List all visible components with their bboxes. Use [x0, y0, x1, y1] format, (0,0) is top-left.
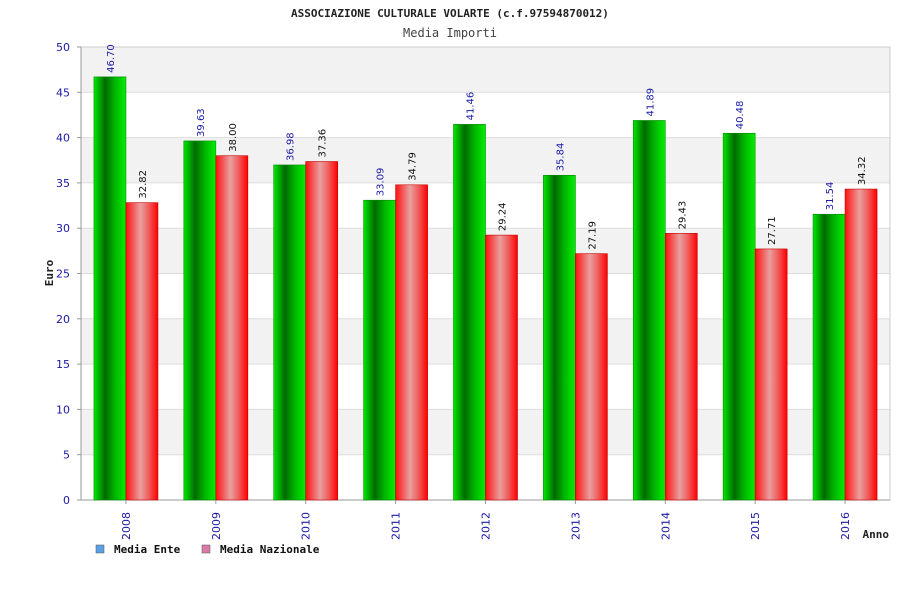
y-axis-title: Euro [43, 259, 56, 286]
value-label-media-ente: 36.98 [286, 132, 297, 161]
y-tick-label: 0 [63, 494, 70, 507]
value-label-media-nazionale: 37.36 [318, 129, 329, 158]
value-label-media-ente: 40.48 [735, 101, 746, 130]
x-tick-label: 2009 [210, 512, 223, 540]
chart-subtitle: Media Importi [403, 26, 497, 40]
value-label-media-nazionale: 32.82 [138, 170, 149, 199]
value-label-media-nazionale: 34.79 [408, 152, 419, 181]
bar-media-nazionale [844, 188, 878, 501]
bar-media-nazionale [575, 253, 608, 501]
y-tick-label: 50 [56, 41, 70, 54]
y-tick-label: 15 [56, 358, 70, 371]
x-tick-label: 2008 [120, 512, 133, 540]
y-tick-label: 25 [56, 268, 70, 281]
x-tick-label: 2011 [390, 512, 403, 540]
bar-media-nazionale [215, 155, 249, 501]
bar-media-ente [453, 124, 486, 501]
bar-media-ente [632, 120, 666, 501]
bar-media-ente [543, 174, 576, 501]
value-label-media-nazionale: 29.24 [498, 202, 509, 231]
y-tick-label: 35 [56, 177, 70, 190]
bar-media-ente [363, 199, 396, 501]
y-tick-label: 45 [56, 86, 70, 99]
x-tick-label: 2013 [569, 512, 582, 540]
value-label-media-ente: 41.46 [466, 92, 477, 121]
value-label-media-nazionale: 29.43 [677, 201, 688, 230]
legend: Media Ente Media Nazionale [95, 543, 320, 556]
legend-label-media-ente: Media Ente [114, 543, 181, 556]
y-tick-label: 5 [63, 449, 70, 462]
bar-media-nazionale [754, 248, 788, 501]
y-tick-label: 30 [56, 222, 70, 235]
value-label-media-ente: 35.84 [555, 143, 566, 172]
legend-swatch-media-nazionale [201, 544, 211, 554]
value-labels: 46.70 32.82 39.63 38.00 36.98 37.36 33.09 34.79… [106, 44, 868, 249]
bar-media-nazionale [664, 233, 698, 501]
value-label-media-nazionale: 38.00 [228, 123, 239, 152]
y-tick-label: 20 [56, 313, 70, 326]
bar-media-ente [722, 132, 756, 501]
bar-media-ente [812, 213, 846, 501]
chart-title: ASSOCIAZIONE CULTURALE VOLARTE (c.f.9759… [291, 7, 609, 20]
grid-band [81, 47, 890, 93]
bar-media-ente [93, 76, 127, 501]
bar-media-nazionale [485, 234, 518, 501]
x-tick-label: 2010 [300, 512, 313, 540]
value-label-media-ente: 46.70 [106, 44, 117, 73]
bar-media-ente [183, 140, 217, 501]
y-tick-label: 10 [56, 403, 70, 416]
legend-swatch-media-ente [95, 544, 105, 554]
x-tick-label: 2016 [839, 512, 852, 540]
bar-media-ente [273, 164, 307, 501]
x-axis-title: Anno [863, 528, 890, 541]
value-label-media-ente: 39.63 [196, 108, 207, 137]
value-label-media-ente: 31.54 [825, 182, 836, 211]
value-label-media-ente: 33.09 [376, 168, 387, 197]
value-label-media-nazionale: 27.19 [587, 221, 598, 250]
bar-media-nazionale [395, 184, 428, 501]
bar-media-nazionale [305, 161, 339, 501]
x-tick-label: 2012 [480, 512, 493, 540]
value-label-media-ente: 41.89 [645, 88, 656, 117]
x-tick-label: 2015 [749, 512, 762, 540]
y-axis-ticks: 0 5 10 15 20 25 30 35 40 45 50 [56, 41, 81, 507]
legend-label-media-nazionale: Media Nazionale [220, 543, 320, 556]
x-axis-ticks: 2008 2009 2010 2011 2012 2013 2014 2015 2016 [120, 500, 852, 540]
value-label-media-nazionale: 27.71 [767, 216, 778, 245]
y-tick-label: 40 [56, 132, 70, 145]
value-label-media-nazionale: 34.32 [857, 156, 868, 185]
bar-media-nazionale [125, 202, 159, 501]
bars [93, 76, 878, 501]
x-tick-label: 2014 [659, 512, 672, 540]
